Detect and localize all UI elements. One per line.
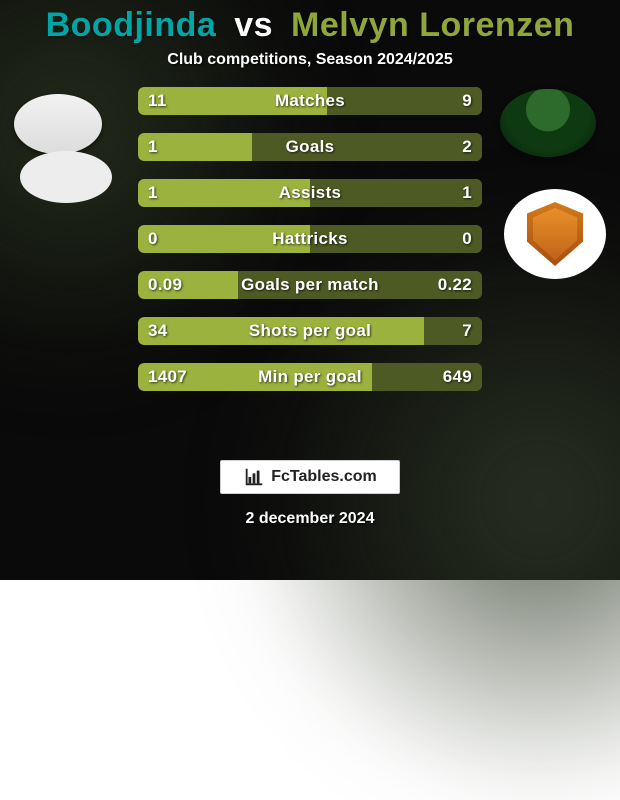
stat-bar: 1407649Min per goal [138, 363, 482, 391]
player1-club-logo [20, 151, 112, 203]
brand-text: FcTables.com [271, 468, 377, 486]
stat-bar: 119Matches [138, 87, 482, 115]
stat-label: Matches [138, 87, 482, 115]
page-title: Boodjinda vs Melvyn Lorenzen [46, 6, 575, 45]
stat-label: Shots per goal [138, 317, 482, 345]
stat-bar: 347Shots per goal [138, 317, 482, 345]
title-player2: Melvyn Lorenzen [291, 6, 574, 44]
chart-icon [243, 466, 265, 488]
stat-bar: 00Hattricks [138, 225, 482, 253]
stat-bar: 11Assists [138, 179, 482, 207]
stat-label: Min per goal [138, 363, 482, 391]
player2-portrait [500, 89, 596, 157]
fctables-link[interactable]: FcTables.com [220, 460, 400, 494]
title-vs: vs [234, 6, 273, 44]
stat-label: Goals per match [138, 271, 482, 299]
stat-bar: 0.090.22Goals per match [138, 271, 482, 299]
title-player1: Boodjinda [46, 6, 217, 44]
subtitle: Club competitions, Season 2024/2025 [167, 51, 452, 69]
stat-bar: 12Goals [138, 133, 482, 161]
stat-label: Hattricks [138, 225, 482, 253]
player2-club-logo [504, 189, 606, 279]
player1-portrait [14, 94, 102, 154]
stat-bars: 119Matches 12Goals 11Assists 00Hattricks 0.0… [138, 87, 482, 391]
stat-label: Assists [138, 179, 482, 207]
stat-label: Goals [138, 133, 482, 161]
footer-date: 2 december 2024 [0, 510, 620, 528]
